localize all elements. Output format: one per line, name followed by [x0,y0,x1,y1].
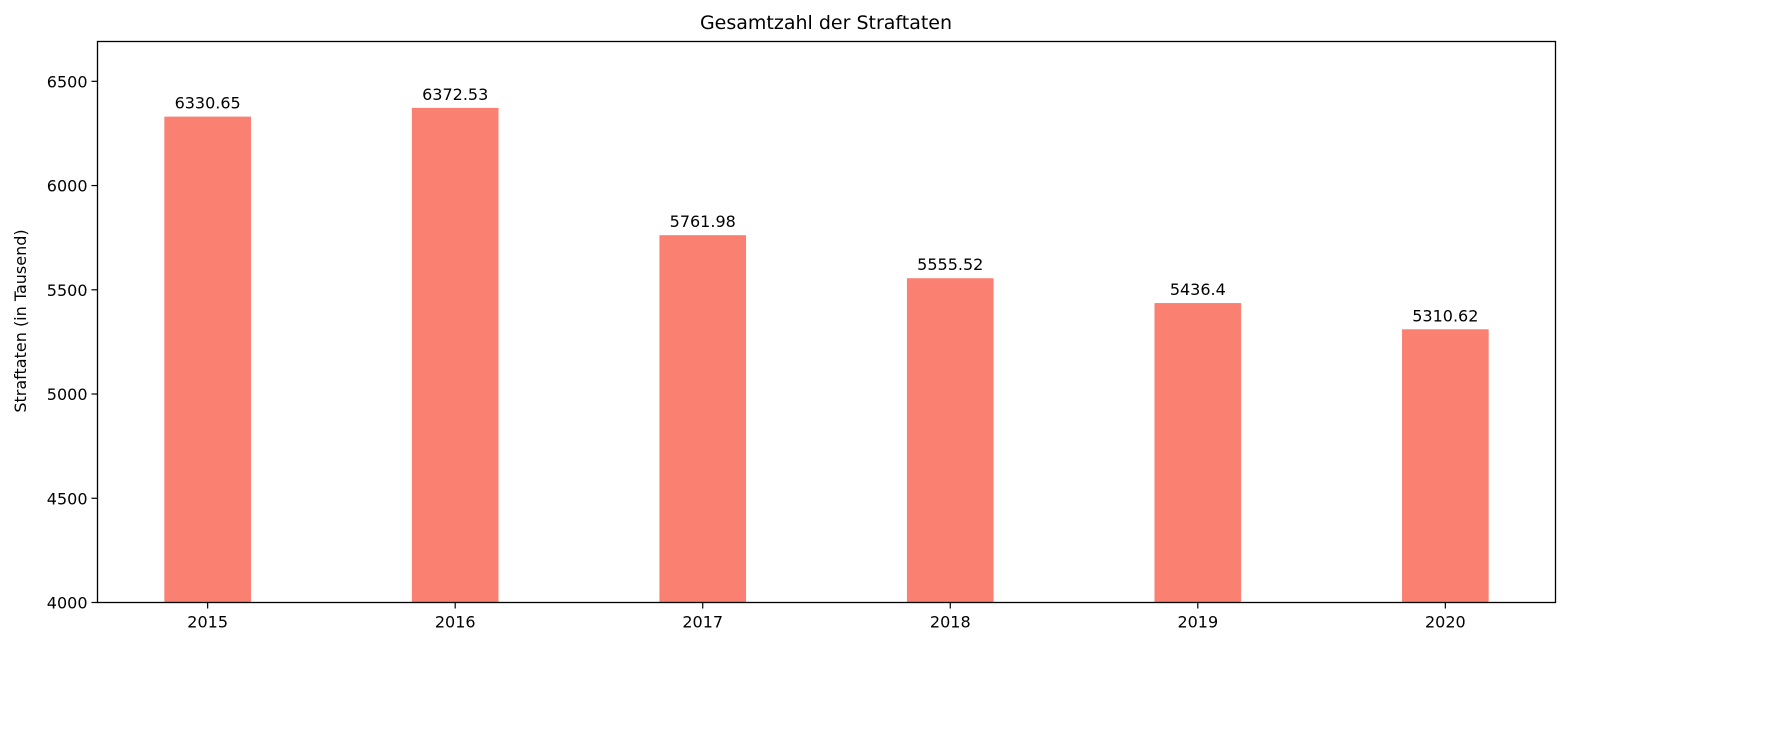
bar-2016 [411,107,499,603]
chart-title: Gesamtzahl der Straftaten [700,12,952,34]
bar-2020 [1402,329,1489,603]
x-tick-label-2018: 2018 [930,613,971,632]
data-label-2018: 5555.52 [917,255,983,274]
data-label-2016: 6372.53 [422,85,488,104]
data-label-2015: 6330.65 [175,94,241,113]
data-label-2019: 5436.4 [1170,280,1226,299]
y-tick-label-6500: 6500 [47,72,88,91]
plot-frame [96,40,1557,604]
data-label-2017: 5761.98 [670,212,736,231]
y-tick-label-5500: 5500 [47,281,88,300]
x-tick-label-2020: 2020 [1425,613,1466,632]
data-label-2020: 5310.62 [1412,306,1478,325]
bar-2019 [1154,303,1242,603]
y-axis-label: Straftaten (in Tausend) [11,229,30,412]
bar-2015 [164,116,251,603]
y-tick-label-4500: 4500 [47,489,88,508]
y-tick-label-4000: 4000 [47,594,88,613]
y-tick-label-6000: 6000 [47,177,88,196]
x-tick-label-2015: 2015 [187,613,228,632]
x-tick-label-2017: 2017 [682,613,723,632]
bar-2018 [906,278,994,603]
x-tick-label-2016: 2016 [435,613,476,632]
x-tick-label-2019: 2019 [1177,613,1218,632]
y-tick-label-5000: 5000 [47,385,88,404]
bar-2017 [659,235,747,603]
